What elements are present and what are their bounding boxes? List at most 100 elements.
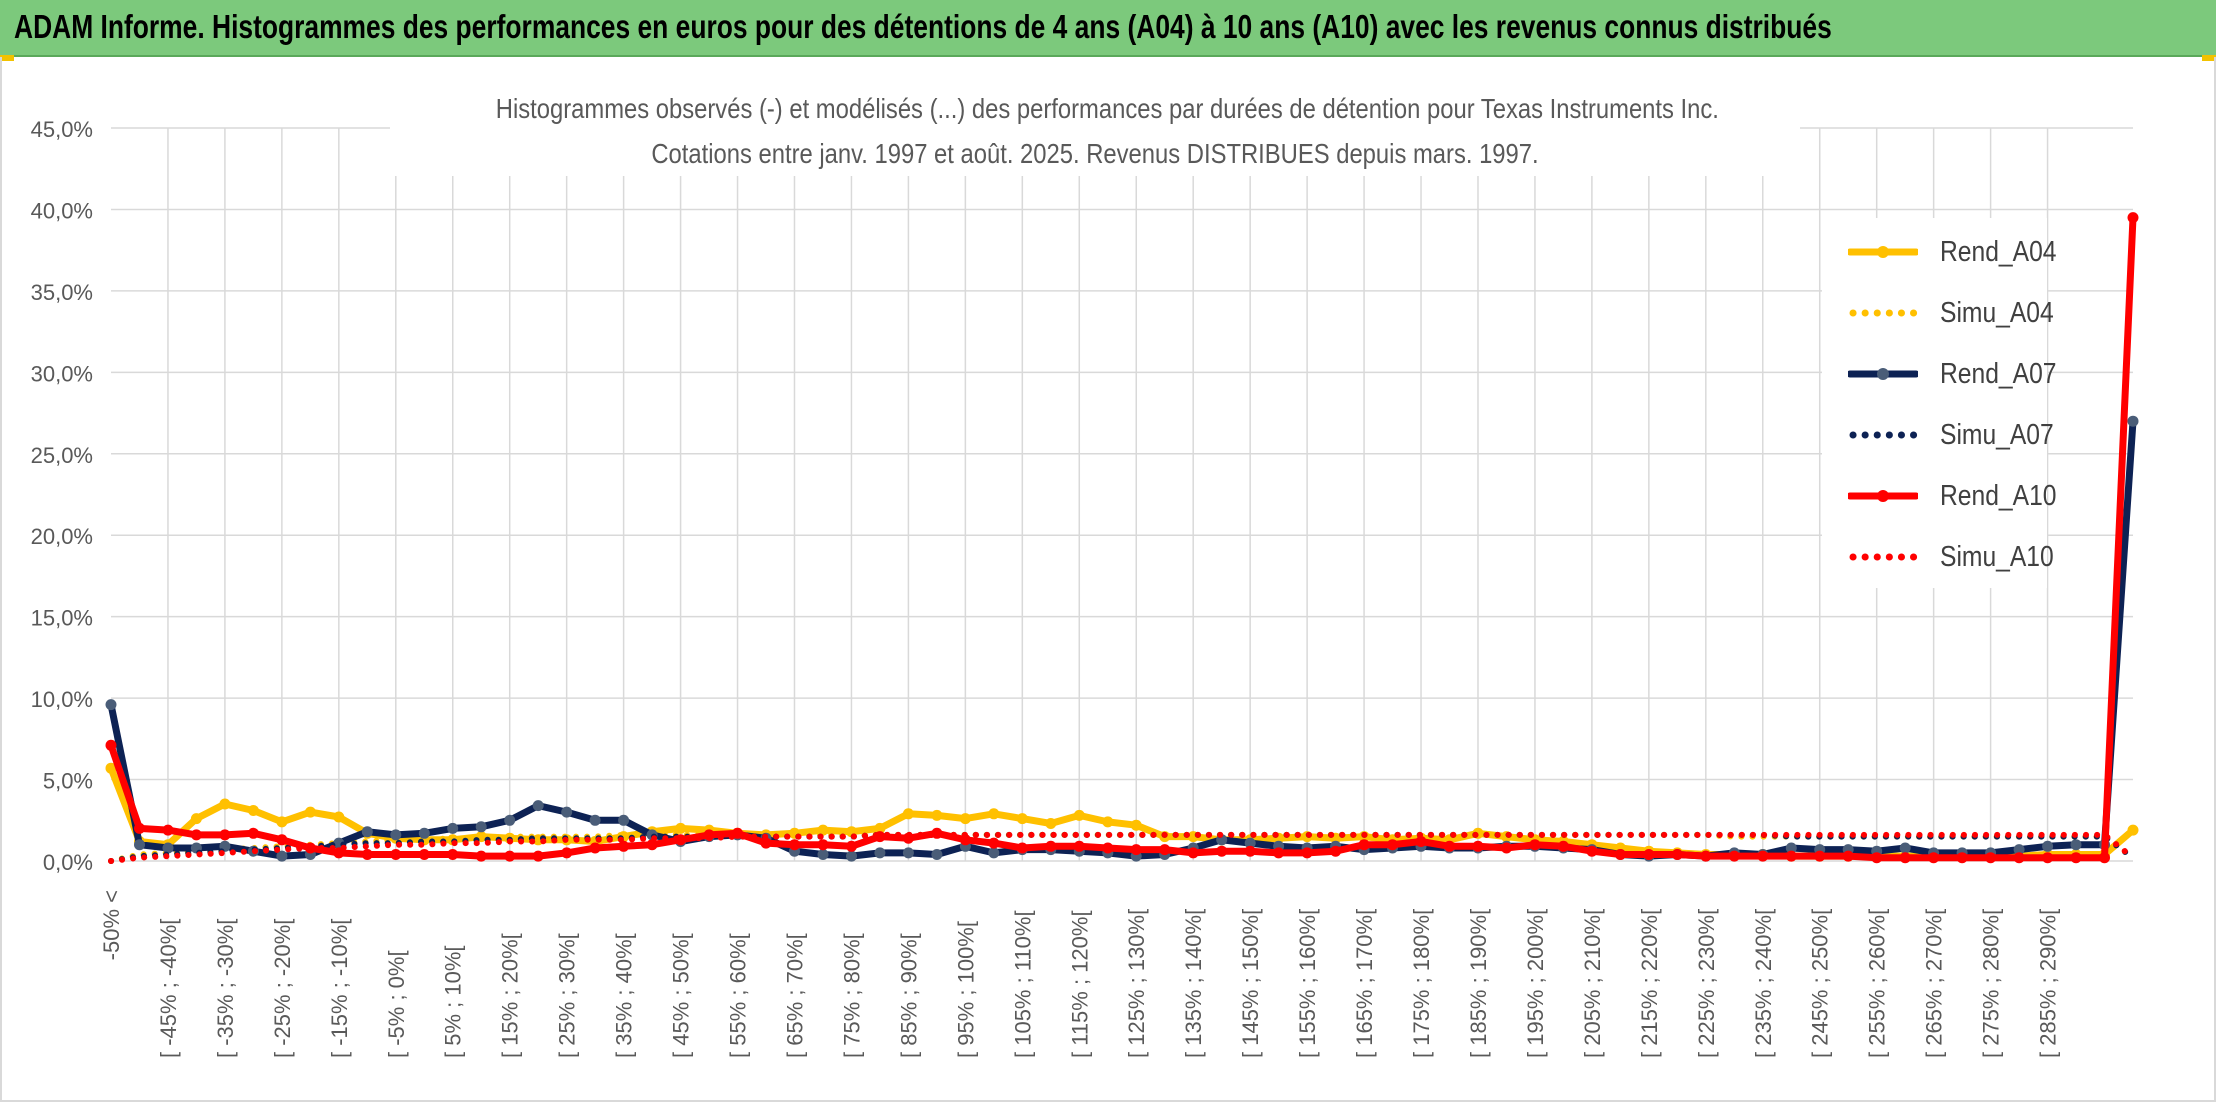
x-tick-label: [ -45% ; -40%[ — [156, 919, 181, 1058]
x-tick-label: [ 45% ; 50%[ — [669, 933, 694, 1058]
data-point-rend-a07 — [874, 847, 886, 859]
x-tick-label: [ 135% ; 140%[ — [1181, 909, 1206, 1058]
legend-key-rend-a07 — [1848, 368, 1918, 380]
data-point-rend-a10 — [1614, 849, 1626, 860]
data-point-rend-a10 — [1016, 842, 1028, 854]
data-point-rend-a10 — [561, 847, 573, 859]
x-tick-label: [ 185% ; 190%[ — [1466, 909, 1491, 1058]
data-point-rend-a10 — [361, 849, 373, 860]
y-tick-label: 25,0% — [31, 443, 93, 468]
y-tick-label: 40,0% — [31, 198, 93, 223]
data-point-rend-a07 — [447, 822, 459, 834]
chart-title-block: Histogrammes observés (-) et modélisés (… — [390, 86, 1800, 176]
data-point-rend-a07 — [561, 806, 573, 818]
data-point-rend-a04 — [1073, 809, 1085, 821]
data-point-rend-a10 — [959, 834, 971, 846]
series-line-simu-a10 — [108, 831, 2136, 864]
data-point-rend-a10 — [1102, 842, 1114, 854]
data-point-rend-a10 — [134, 822, 145, 834]
data-point-rend-a10 — [646, 839, 658, 851]
data-point-rend-a10 — [2070, 852, 2082, 864]
corner-mark-right — [2202, 55, 2216, 61]
data-point-rend-a10 — [2099, 852, 2110, 864]
data-point-rend-a10 — [1899, 852, 1911, 864]
x-tick-label: [ 75% ; 80%[ — [839, 933, 864, 1058]
data-point-rend-a10 — [2013, 852, 2025, 864]
data-point-rend-a10 — [390, 849, 402, 860]
data-point-rend-a04 — [988, 808, 1000, 820]
corner-mark-left — [0, 55, 14, 61]
x-tick-label: [ 225% ; 230%[ — [1694, 909, 1719, 1058]
data-point-rend-a10 — [105, 739, 117, 751]
data-point-rend-a07 — [618, 814, 630, 826]
data-point-rend-a10 — [1985, 852, 1997, 864]
x-tick-label: [ 55% ; 60%[ — [726, 933, 751, 1058]
y-tick-label: 10,0% — [31, 687, 93, 712]
x-tick-label: [ 25% ; 30%[ — [555, 933, 580, 1058]
data-point-rend-a04 — [190, 813, 202, 825]
data-point-rend-a10 — [447, 849, 459, 860]
data-point-rend-a07 — [134, 839, 145, 851]
data-point-rend-a10 — [1728, 850, 1740, 862]
data-point-rend-a04 — [1102, 816, 1114, 828]
data-point-rend-a10 — [1956, 852, 1968, 864]
y-tick-label: 15,0% — [31, 606, 93, 631]
data-point-rend-a07 — [846, 850, 857, 862]
data-point-rend-a10 — [589, 842, 601, 854]
x-tick-label: [ 245% ; 250%[ — [1808, 909, 1833, 1058]
data-point-rend-a10 — [1842, 850, 1854, 862]
data-point-rend-a07 — [475, 821, 487, 833]
data-point-rend-a10 — [1501, 842, 1512, 854]
x-tick-label: -50% < — [99, 890, 124, 960]
data-point-rend-a10 — [162, 824, 174, 836]
x-tick-label: [ 35% ; 40%[ — [612, 933, 637, 1058]
data-point-rend-a10 — [1216, 845, 1228, 857]
data-point-rend-a04 — [333, 811, 345, 823]
y-tick-label: 35,0% — [31, 280, 93, 305]
data-point-rend-a07 — [1785, 842, 1797, 854]
x-axis-ticks: -50% < [ -45% ; -40%[ [ -35% ; -30%[ [ -25%… — [99, 890, 2061, 1058]
data-point-rend-a04 — [304, 806, 316, 818]
x-tick-label: [ 205% ; 210%[ — [1580, 909, 1605, 1058]
data-point-rend-a07 — [532, 800, 544, 812]
x-tick-label: [ 125% ; 130%[ — [1124, 909, 1149, 1058]
data-point-rend-a10 — [276, 834, 288, 846]
data-point-rend-a04 — [219, 798, 231, 810]
x-tick-label: [ -25% ; -20%[ — [270, 919, 295, 1058]
x-tick-label: [ 155% ; 160%[ — [1295, 909, 1320, 1058]
x-tick-label: [ 165% ; 170%[ — [1352, 909, 1377, 1058]
chart-subtitle: Cotations entre janv. 1997 et août. 2025… — [651, 138, 1539, 169]
x-tick-label: [ 95% ; 100%[ — [953, 921, 978, 1058]
legend-label: Rend_A10 — [1940, 480, 2057, 512]
x-tick-label: [ 85% ; 90%[ — [896, 933, 921, 1058]
x-tick-label: [ 115% ; 120%[ — [1067, 910, 1092, 1058]
x-tick-label: [ 145% ; 150%[ — [1238, 909, 1263, 1058]
data-point-rend-a10 — [1557, 840, 1569, 852]
data-point-rend-a10 — [1757, 850, 1769, 862]
y-axis-ticks: 0,0% 5,0% 10,0% 15,0% 20,0% 25,0% 30,0% 35,0% 40… — [31, 117, 93, 875]
data-point-rend-a10 — [1358, 839, 1370, 851]
data-point-rend-a04 — [105, 762, 117, 774]
legend-label: Simu_A07 — [1940, 419, 2054, 451]
data-point-rend-a10 — [219, 829, 231, 841]
legend-key-rend-a04 — [1848, 246, 1918, 258]
data-point-rend-a10 — [532, 850, 544, 862]
legend-label: Rend_A07 — [1940, 358, 2057, 390]
data-point-rend-a10 — [504, 850, 516, 862]
header-banner: ADAM Informe. Histogrammes des performan… — [0, 0, 2216, 57]
x-tick-label: [ 265% ; 270%[ — [1922, 909, 1947, 1058]
data-point-rend-a04 — [1130, 819, 1142, 831]
legend-key-simu-a04 — [1849, 309, 1918, 317]
chart-title: Histogrammes observés (-) et modélisés (… — [495, 93, 1719, 124]
data-point-rend-a10 — [475, 850, 487, 862]
legend-key-simu-a10 — [1849, 553, 1918, 561]
data-point-rend-a10 — [1643, 849, 1655, 860]
data-point-rend-a07 — [2042, 840, 2054, 852]
x-tick-label: [ 195% ; 200%[ — [1523, 909, 1548, 1058]
data-point-rend-a10 — [1159, 844, 1171, 856]
data-point-rend-a10 — [1814, 850, 1826, 862]
data-point-rend-a07 — [390, 829, 402, 841]
data-point-rend-a10 — [988, 837, 1000, 849]
x-tick-label: [ -35% ; -30%[ — [213, 919, 238, 1058]
